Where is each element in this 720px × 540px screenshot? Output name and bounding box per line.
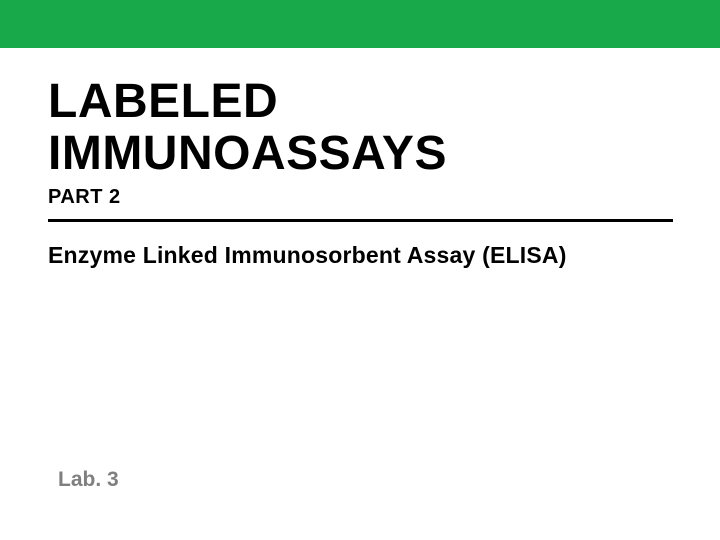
title-line-2: IMMUNOASSAYS bbox=[48, 127, 447, 180]
subtitle: Enzyme Linked Immunosorbent Assay (ELISA… bbox=[48, 242, 680, 269]
slide-content: LABELED IMMUNOASSAYS PART 2 Enzyme Linke… bbox=[0, 48, 720, 269]
title-line-1: LABELED bbox=[48, 75, 278, 128]
part-label: PART 2 bbox=[48, 186, 680, 209]
top-accent-bar bbox=[0, 0, 720, 48]
main-title: LABELED IMMUNOASSAYS bbox=[48, 76, 680, 180]
title-divider bbox=[48, 219, 673, 222]
lab-label: Lab. 3 bbox=[58, 468, 119, 492]
